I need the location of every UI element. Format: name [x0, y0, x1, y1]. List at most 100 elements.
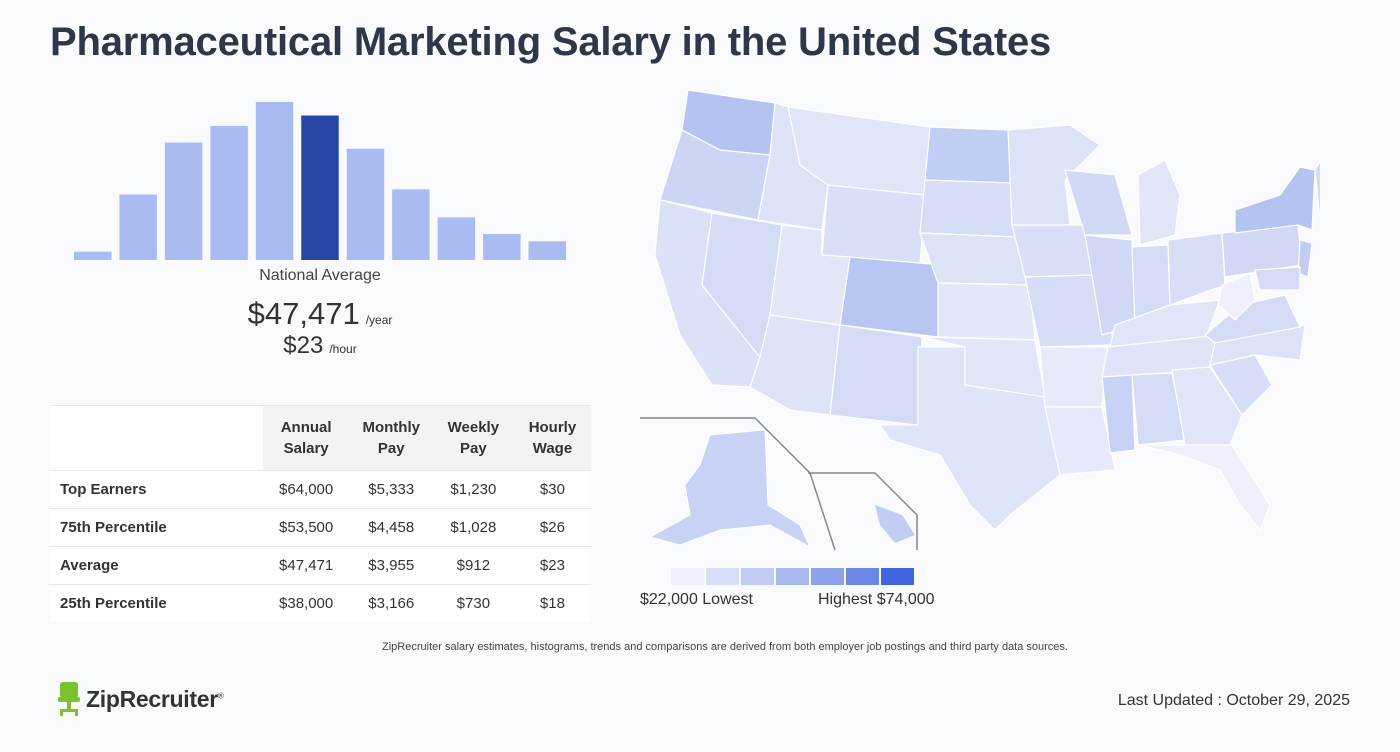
table-header-annual: Annual Salary — [262, 405, 350, 471]
state-new-mexico — [829, 324, 923, 426]
legend-swatch — [846, 568, 879, 585]
state-north-dakota — [924, 126, 1013, 184]
state-georgia — [1171, 366, 1243, 446]
logo-text: ZipRecruiter® — [86, 685, 224, 713]
cell-weekly: $730 — [432, 584, 514, 622]
histogram-bar — [392, 189, 430, 260]
alaska-inset-border — [640, 417, 836, 551]
us-map-svg — [640, 89, 1361, 551]
header-annual-text: Annual Salary — [280, 419, 332, 457]
state-colorado — [839, 256, 943, 338]
state-florida — [1137, 444, 1271, 531]
legend-high-label: Highest $74,000 — [818, 591, 935, 608]
state-south-dakota — [919, 179, 1016, 238]
state-arkansas — [1039, 346, 1109, 408]
state-wisconsin — [1064, 169, 1133, 236]
table-header-weekly: Weekly Pay — [432, 405, 514, 471]
histogram-bar — [74, 251, 112, 260]
state-new-york — [1234, 166, 1316, 234]
state-michigan — [1137, 159, 1181, 246]
header-weekly-text: Weekly Pay — [447, 419, 500, 457]
page-title: Pharmaceutical Marketing Salary in the U… — [50, 20, 1052, 64]
annual-salary-unit: /year — [365, 313, 393, 327]
row-label: Top Earners — [50, 470, 263, 509]
data-disclaimer: ZipRecruiter salary estimates, histogram… — [382, 641, 1068, 653]
row-label: 75th Percentile — [50, 508, 263, 547]
header-monthly-text: Monthly Pay — [362, 419, 420, 457]
table-header-monthly: Monthly Pay — [349, 405, 433, 471]
state-west-virginia — [1217, 272, 1256, 321]
legend-low-label: $22,000 Lowest — [640, 591, 753, 608]
histogram-bar — [437, 217, 476, 260]
histogram-bar — [528, 241, 566, 260]
map-legend — [671, 568, 914, 585]
logo-registered-mark: ® — [217, 690, 224, 700]
row-label: 25th Percentile — [50, 584, 263, 622]
state-mississippi — [1101, 374, 1136, 454]
hawaii-inset-border — [808, 472, 918, 550]
table-row: 75th Percentile $53,500 $4,458 $1,028 $2… — [50, 508, 591, 547]
legend-swatch — [741, 568, 774, 585]
cell-monthly: $4,458 — [349, 508, 433, 547]
cell-hourly: $18 — [513, 584, 591, 622]
salary-histogram — [70, 100, 570, 260]
cell-monthly: $5,333 — [349, 470, 433, 509]
state-louisiana — [1044, 406, 1116, 476]
state-nebraska — [919, 232, 1031, 286]
cell-hourly: $30 — [513, 470, 591, 509]
row-label: Average — [50, 546, 263, 585]
header-hourly-text: Hourly Wage — [528, 419, 577, 457]
last-updated: Last Updated : October 29, 2025 — [1117, 692, 1350, 709]
state-iowa — [1011, 224, 1096, 278]
cell-annual: $38,000 — [262, 584, 350, 622]
state-new-jersey — [1297, 239, 1313, 278]
state-alaska — [648, 429, 812, 549]
logo-wordmark: ZipRecruiter — [86, 685, 218, 712]
state-maryland — [1254, 266, 1301, 291]
state-hawaii — [875, 505, 915, 543]
hourly-salary: $23/hour — [180, 332, 460, 360]
cell-hourly: $23 — [513, 546, 591, 585]
state-kentucky — [1109, 299, 1221, 348]
table-row: Average $47,471 $3,955 $912 $23 — [50, 546, 591, 585]
hourly-salary-unit: /hour — [329, 342, 357, 356]
histogram-bar — [255, 102, 294, 260]
state-kansas — [937, 282, 1036, 341]
cell-annual: $53,500 — [262, 508, 350, 547]
legend-swatch — [671, 568, 704, 585]
legend-swatch — [881, 568, 914, 585]
chair-icon — [58, 682, 80, 716]
state-ohio — [1167, 232, 1226, 306]
table-row: Top Earners $64,000 $5,333 $1,230 $30 — [50, 470, 591, 509]
us-salary-map — [640, 85, 1361, 555]
state-texas — [879, 346, 1061, 531]
ziprecruiter-logo[interactable]: ZipRecruiter® — [58, 682, 224, 716]
histogram-bar — [483, 234, 521, 260]
state-new-england — [1314, 124, 1361, 221]
legend-swatch — [811, 568, 844, 585]
histogram-svg — [74, 102, 566, 260]
histogram-bar — [119, 194, 157, 260]
table-header-row: Annual Salary Monthly Pay Weekly Pay Hourly… — [50, 405, 591, 471]
cell-weekly: $912 — [432, 546, 514, 585]
histogram-bar — [346, 148, 385, 260]
cell-monthly: $3,166 — [349, 584, 433, 622]
histogram-bar — [301, 115, 339, 260]
hourly-salary-value: $23 — [283, 332, 324, 359]
table-header-blank — [50, 405, 263, 471]
legend-swatch — [776, 568, 809, 585]
annual-salary-value: $47,471 — [247, 296, 360, 331]
national-average-label: National Average — [259, 267, 381, 284]
salary-table: Annual Salary Monthly Pay Weekly Pay Hourly… — [50, 405, 591, 622]
table-row: 25th Percentile $38,000 $3,166 $730 $18 — [50, 584, 591, 622]
cell-weekly: $1,230 — [432, 470, 514, 509]
histogram-bar — [164, 142, 203, 260]
cell-annual: $47,471 — [262, 546, 350, 585]
state-wyoming — [821, 184, 926, 266]
annual-salary: $47,471/year — [180, 296, 460, 332]
legend-swatch — [706, 568, 739, 585]
histogram-bar — [210, 125, 248, 260]
cell-weekly: $1,028 — [432, 508, 514, 547]
cell-annual: $64,000 — [262, 470, 350, 509]
cell-monthly: $3,955 — [349, 546, 433, 585]
